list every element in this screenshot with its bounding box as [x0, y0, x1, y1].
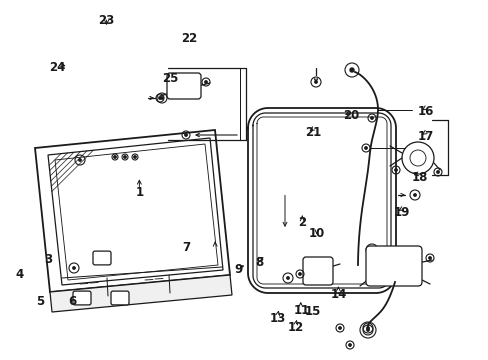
Circle shape [79, 159, 81, 161]
Circle shape [370, 248, 373, 252]
Circle shape [298, 273, 301, 275]
Text: 3: 3 [44, 253, 52, 266]
Polygon shape [50, 275, 231, 312]
Circle shape [348, 344, 350, 346]
Polygon shape [35, 130, 229, 292]
Circle shape [428, 257, 430, 259]
Circle shape [394, 169, 396, 171]
Circle shape [349, 68, 353, 72]
Circle shape [364, 147, 366, 149]
Text: 12: 12 [287, 321, 304, 334]
Text: 18: 18 [410, 171, 427, 184]
Text: 22: 22 [181, 32, 198, 45]
Text: 9: 9 [234, 263, 242, 276]
Circle shape [314, 81, 317, 83]
FancyBboxPatch shape [167, 73, 201, 99]
Text: 7: 7 [182, 241, 189, 254]
Text: 6: 6 [68, 295, 76, 308]
Circle shape [159, 97, 161, 99]
Text: 20: 20 [342, 109, 359, 122]
Text: 10: 10 [308, 227, 325, 240]
Text: 11: 11 [293, 304, 310, 317]
FancyBboxPatch shape [93, 251, 111, 265]
Circle shape [436, 171, 438, 173]
Circle shape [123, 156, 126, 158]
Circle shape [114, 156, 116, 158]
FancyBboxPatch shape [73, 291, 91, 305]
Circle shape [413, 194, 415, 196]
Circle shape [370, 117, 372, 119]
FancyBboxPatch shape [365, 246, 421, 286]
Polygon shape [55, 144, 218, 280]
Text: 17: 17 [416, 130, 433, 143]
Circle shape [184, 134, 187, 136]
FancyBboxPatch shape [111, 291, 129, 305]
Circle shape [134, 156, 136, 158]
Text: 14: 14 [329, 288, 346, 301]
Polygon shape [48, 138, 223, 285]
Text: 23: 23 [98, 14, 115, 27]
Circle shape [161, 97, 163, 99]
Text: 8: 8 [255, 256, 263, 269]
Text: 21: 21 [304, 126, 321, 139]
Text: 1: 1 [135, 186, 143, 199]
Text: 13: 13 [269, 312, 285, 325]
Text: 4: 4 [16, 268, 23, 281]
Circle shape [286, 277, 288, 279]
Text: 15: 15 [304, 305, 321, 318]
Circle shape [73, 267, 75, 269]
Text: 2: 2 [298, 216, 305, 229]
Text: 24: 24 [49, 61, 66, 74]
Text: 5: 5 [36, 295, 44, 308]
Circle shape [366, 327, 368, 329]
Text: 16: 16 [416, 105, 433, 118]
FancyBboxPatch shape [303, 257, 332, 285]
Text: 19: 19 [393, 206, 409, 219]
Circle shape [338, 327, 341, 329]
Circle shape [204, 81, 207, 83]
Text: 25: 25 [162, 72, 178, 85]
Circle shape [366, 329, 368, 331]
